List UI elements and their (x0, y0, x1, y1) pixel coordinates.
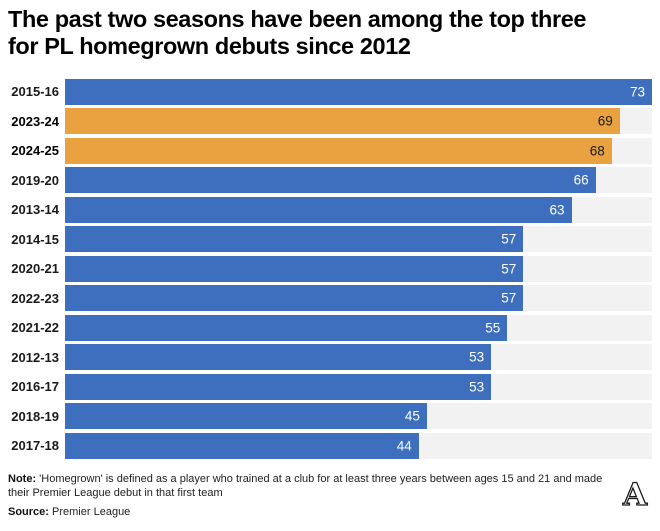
bar-track: 53 (65, 373, 652, 400)
bar: 55 (65, 314, 508, 341)
bar-row: 2019-20 66 (8, 167, 652, 194)
bar: 57 (65, 255, 524, 282)
bar: 57 (65, 226, 524, 253)
category-label: 2021-22 (11, 320, 59, 336)
bar-chart: 2015-16 73 2023-24 69 2024-25 68 2019-20 66 2013… (8, 78, 652, 459)
category-label: 2018-19 (11, 408, 59, 424)
chart-title-line2: for PL homegrown debuts since 2012 (8, 32, 411, 59)
category-label: 2014-15 (11, 231, 59, 247)
value-label: 68 (589, 143, 605, 159)
bar-row: 2022-23 57 (8, 285, 652, 312)
category-label: 2013-14 (11, 202, 59, 218)
bar-track: 68 (65, 137, 652, 164)
value-label: 57 (501, 261, 517, 277)
bar-row: 2013-14 63 (8, 196, 652, 223)
chart-title-line1: The past two seasons have been among the… (8, 6, 587, 32)
value-label: 44 (396, 438, 412, 454)
note-label: Note: (8, 472, 37, 485)
category-label: 2024-25 (11, 143, 59, 159)
bar-track: 69 (65, 108, 652, 135)
source-text: Premier League (52, 505, 131, 518)
bar-track: 55 (65, 314, 652, 341)
bar-row: 2014-15 57 (8, 226, 652, 253)
value-label: 45 (404, 408, 420, 424)
value-label: 53 (469, 379, 485, 395)
bar: 44 (65, 432, 419, 459)
athletic-a-logo-icon: A (620, 476, 652, 518)
category-label: 2016-17 (11, 379, 59, 395)
note-text: 'Homegrown' is defined as a player who t… (8, 472, 603, 500)
category-label: 2020-21 (11, 261, 59, 277)
bar-track: 44 (65, 432, 652, 459)
chart-footer: Note: 'Homegrown' is defined as a player… (8, 472, 652, 518)
bar-highlighted: 68 (65, 137, 612, 164)
bar-track: 73 (65, 78, 652, 105)
bar-track: 45 (65, 403, 652, 430)
value-label: 55 (485, 320, 501, 336)
value-label: 53 (469, 349, 485, 365)
bar: 73 (65, 78, 652, 105)
bar-row: 2012-13 53 (8, 344, 652, 371)
bar: 57 (65, 285, 524, 312)
bar: 53 (65, 373, 492, 400)
bar-row: 2021-22 55 (8, 314, 652, 341)
bar-row: 2023-24 69 (8, 108, 652, 135)
value-label: 69 (597, 113, 613, 129)
bar: 66 (65, 167, 596, 194)
value-label: 57 (501, 290, 517, 306)
category-label: 2015-16 (11, 84, 59, 100)
bar: 53 (65, 344, 492, 371)
bar-track: 63 (65, 196, 652, 223)
category-label: 2012-13 (11, 349, 59, 365)
bar-track: 53 (65, 344, 652, 371)
value-label: 73 (629, 84, 645, 100)
bar-row: 2017-18 44 (8, 432, 652, 459)
bar-track: 57 (65, 255, 652, 282)
bar-highlighted: 69 (65, 108, 620, 135)
bar: 63 (65, 196, 572, 223)
value-label: 57 (501, 231, 517, 247)
chart-source: Source: Premier League (8, 506, 608, 518)
chart-note: Note: 'Homegrown' is defined as a player… (8, 472, 608, 501)
category-label: 2023-24 (11, 113, 59, 129)
bar: 45 (65, 403, 427, 430)
bar-row: 2020-21 57 (8, 255, 652, 282)
bar-row: 2018-19 45 (8, 403, 652, 430)
bar-track: 57 (65, 226, 652, 253)
value-label: 63 (549, 202, 565, 218)
bar-track: 57 (65, 285, 652, 312)
category-label: 2019-20 (11, 172, 59, 188)
source-label: Source: (8, 505, 49, 518)
chart-title: The past two seasons have been among the… (8, 6, 652, 60)
value-label: 66 (573, 172, 589, 188)
bar-row: 2024-25 68 (8, 137, 652, 164)
category-label: 2017-18 (11, 438, 59, 454)
bar-row: 2016-17 53 (8, 373, 652, 400)
category-label: 2022-23 (11, 290, 59, 306)
bar-row: 2015-16 73 (8, 78, 652, 105)
bar-track: 66 (65, 167, 652, 194)
svg-text:A: A (622, 477, 648, 511)
footer-text: Note: 'Homegrown' is defined as a player… (8, 472, 608, 518)
